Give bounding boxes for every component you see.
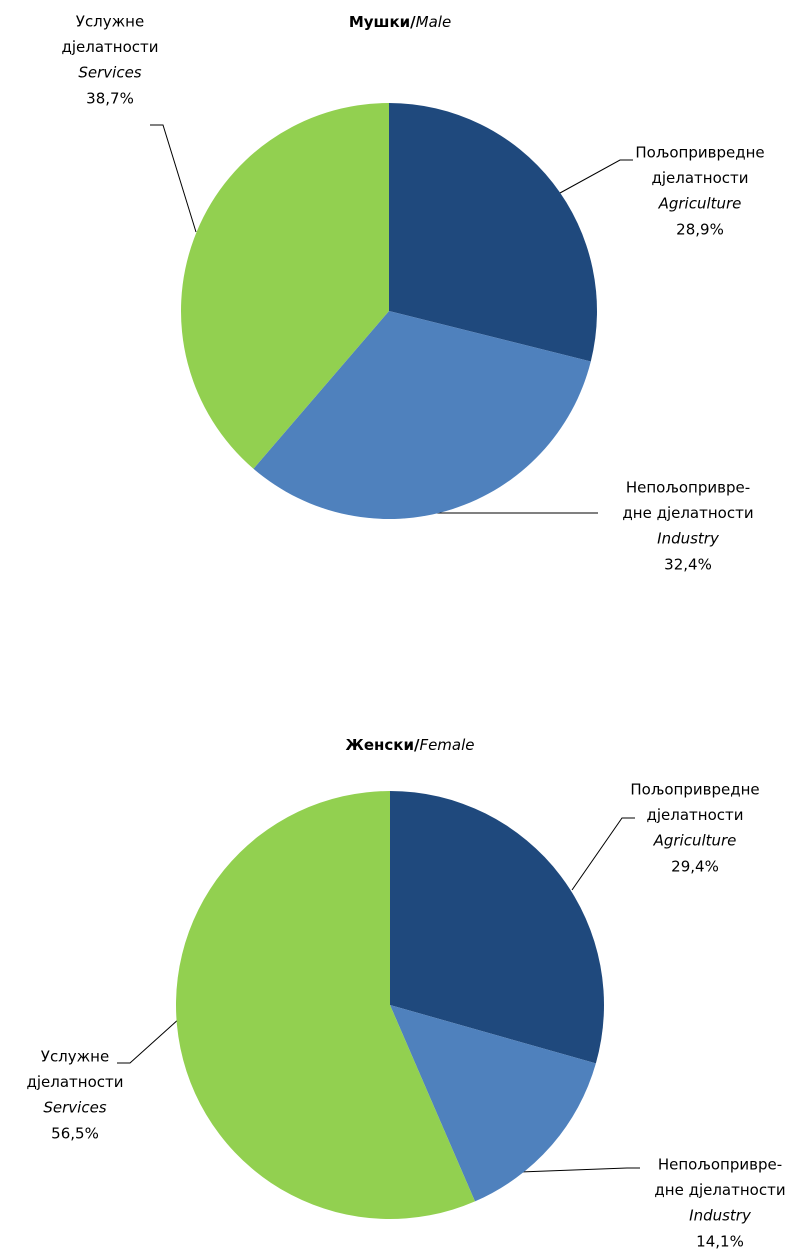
chart-title: Женски/Female [345, 736, 474, 754]
slice-label-en: Agriculture [653, 832, 737, 850]
leader-line [519, 1167, 640, 1173]
title-en: Female [419, 736, 474, 754]
slice-label: дне дјелатности [622, 504, 753, 522]
slice-label: дјелатности [61, 38, 158, 56]
pie-slice [390, 1005, 596, 1202]
slice-label: дне дјелатности [654, 1181, 785, 1199]
title-local: Мушки/ [349, 13, 416, 31]
value-label: 32,4% [664, 556, 712, 574]
slice-label-en: Agriculture [658, 195, 742, 213]
leader-line [117, 1017, 181, 1064]
leader-line [150, 124, 197, 233]
slice-label-en: Services [43, 1099, 106, 1117]
slice-label-en: Industry [689, 1207, 752, 1225]
slice-label: Пољопривредне [635, 144, 764, 162]
slice-label: Услужне [76, 13, 144, 31]
slice-label-en: Industry [657, 530, 720, 548]
value-label: 56,5% [51, 1125, 99, 1143]
pie-slice [180, 103, 389, 469]
pie-slice [253, 311, 591, 519]
value-label: 14,1% [696, 1233, 744, 1250]
pie-slice [389, 103, 597, 362]
leader-line [559, 159, 633, 194]
slice-label: Непољопривре- [626, 479, 750, 497]
slice-label-en: Services [78, 64, 141, 82]
slice-label: Услужне [41, 1048, 109, 1066]
value-label: 38,7% [86, 90, 134, 108]
slice-label: дјелатности [26, 1073, 123, 1091]
value-label: 29,4% [671, 858, 719, 876]
slice-label: Непољопривре- [658, 1156, 782, 1174]
title-local: Женски/ [345, 736, 419, 754]
title-en: Male [416, 13, 452, 31]
pie-slice [176, 791, 475, 1219]
value-label: 28,9% [676, 221, 724, 239]
slice-label: Пољопривредне [630, 781, 759, 799]
chart-title: Мушки/Male [349, 13, 451, 31]
pie-slice [390, 791, 604, 1064]
slice-label: дјелатности [646, 806, 743, 824]
leader-line [571, 817, 635, 891]
slice-label: дјелатности [651, 169, 748, 187]
